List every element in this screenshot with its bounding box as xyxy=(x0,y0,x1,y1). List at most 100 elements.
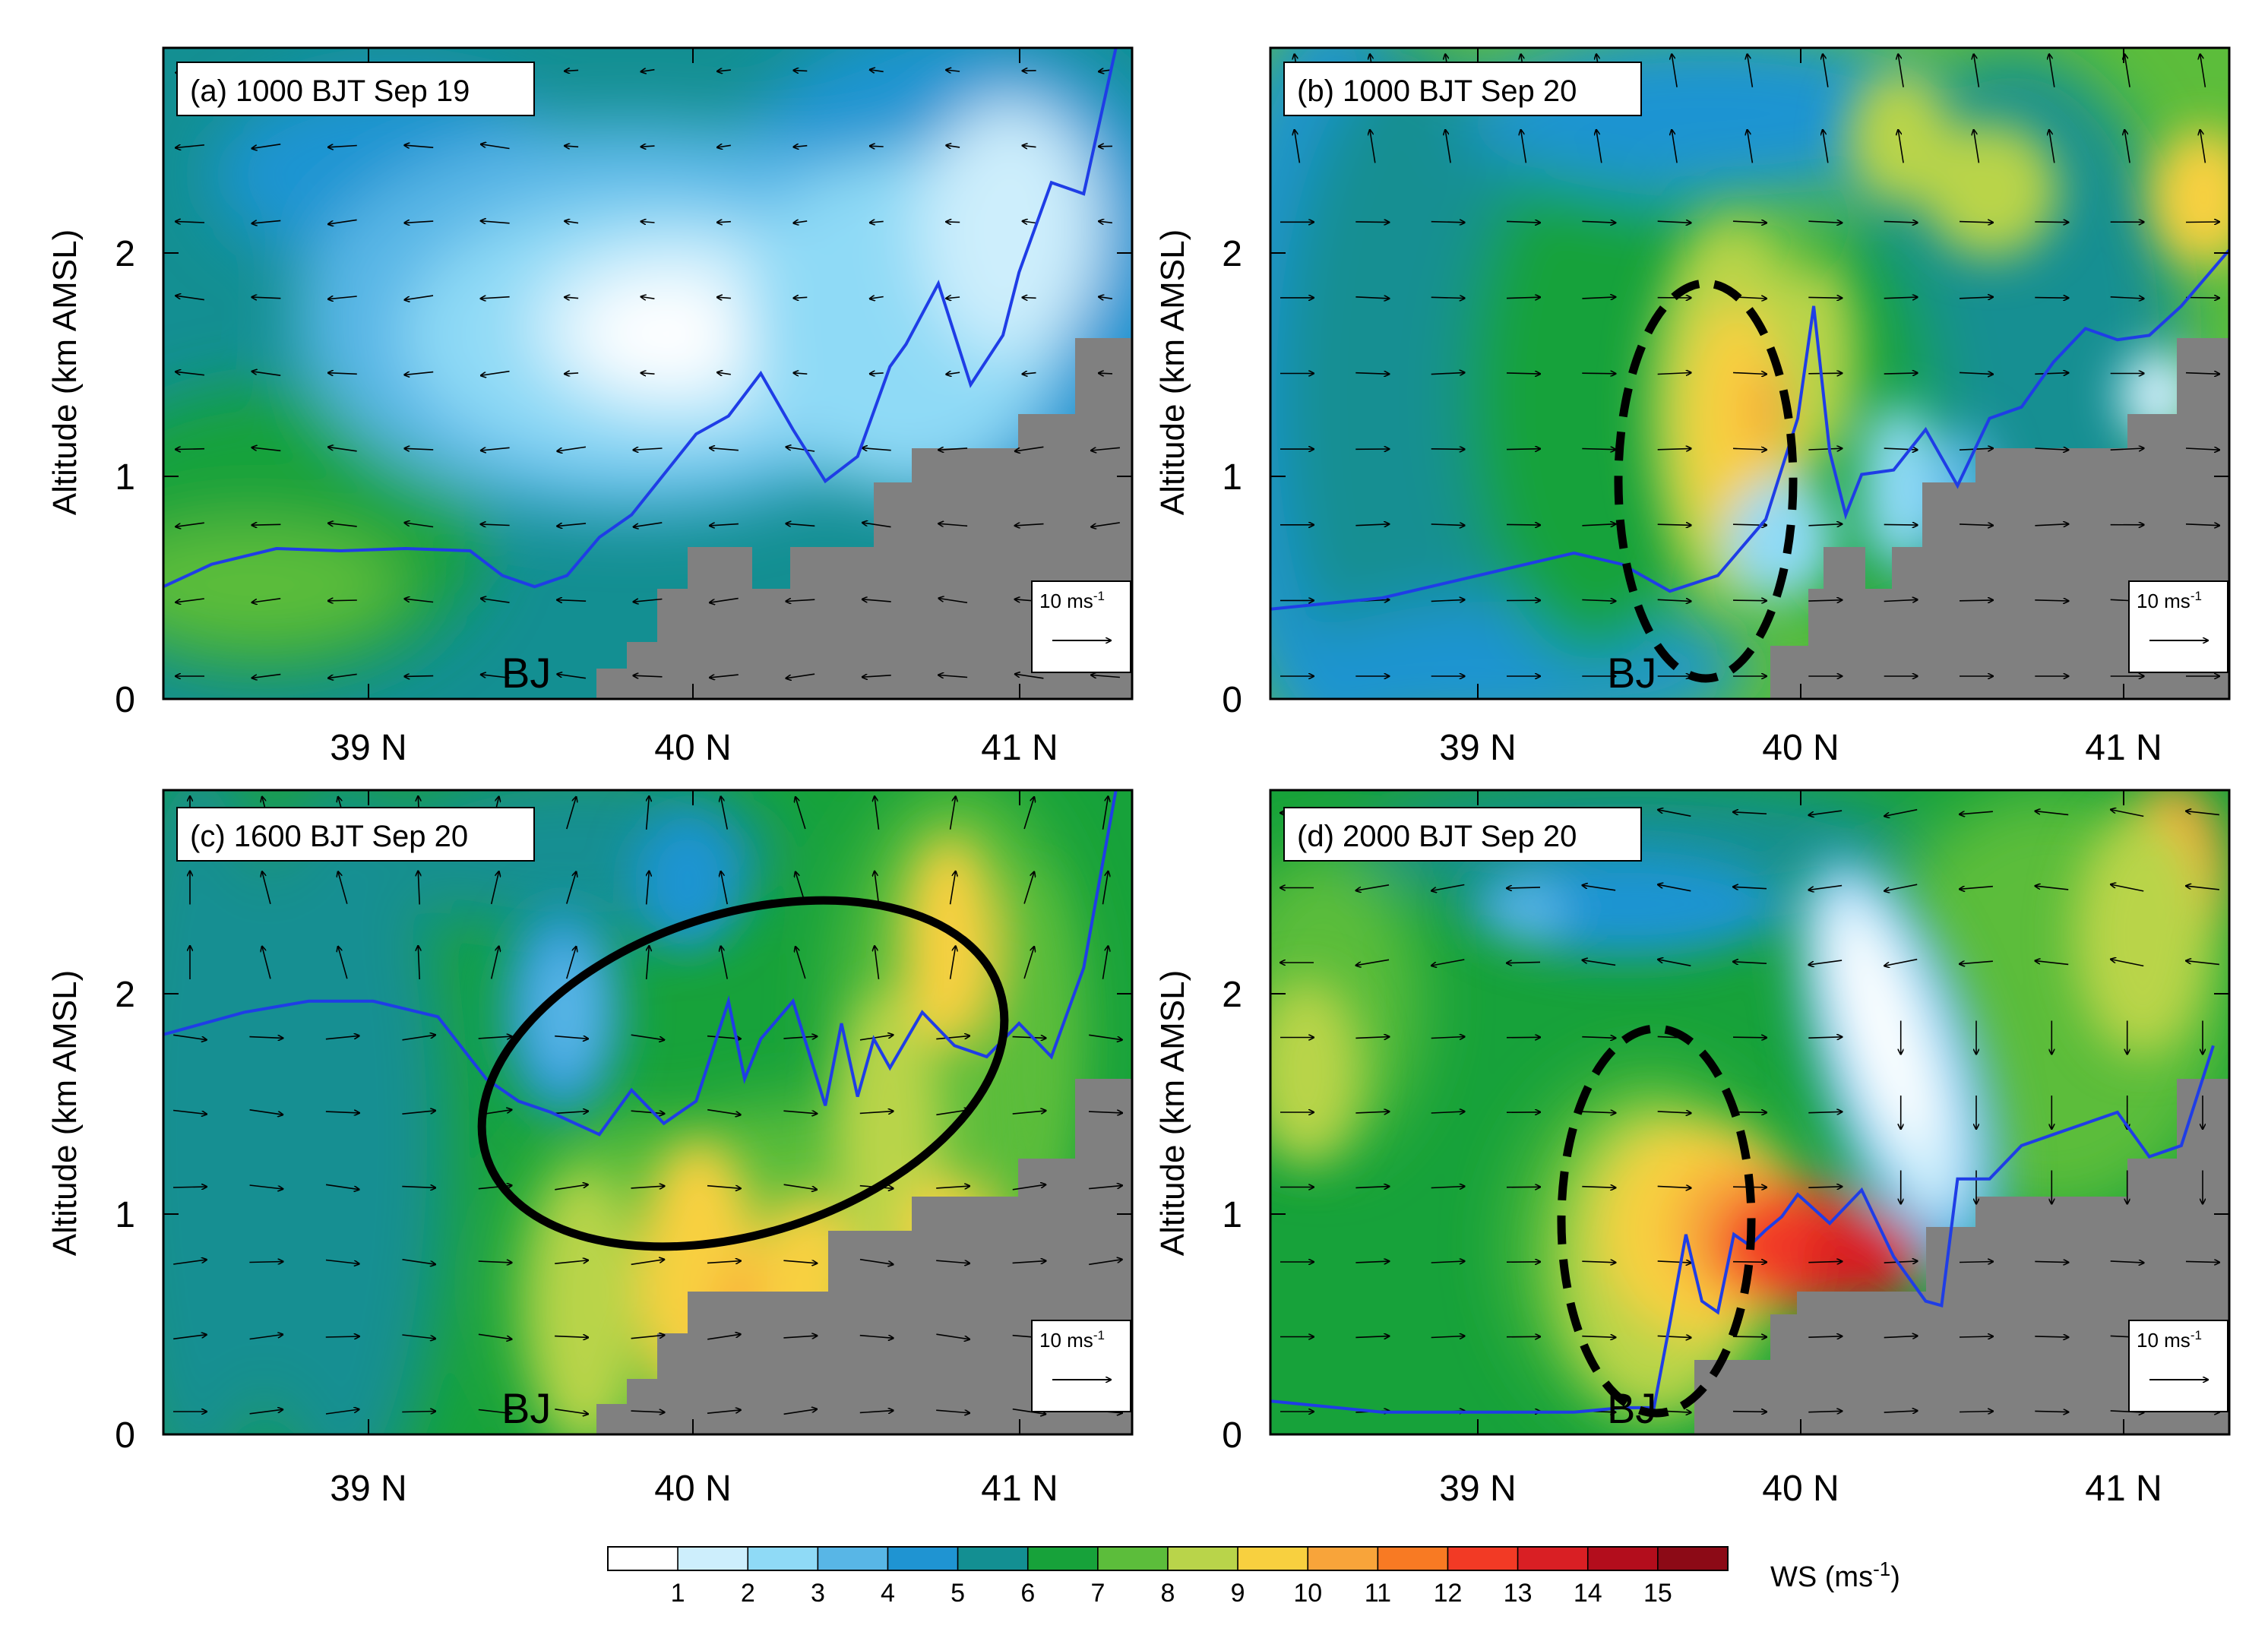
wind-vector xyxy=(1657,1112,1691,1113)
wind-vector xyxy=(1023,373,1036,375)
wind-vector xyxy=(404,145,434,147)
colorbar-swatch xyxy=(1237,1546,1308,1571)
plot-frame xyxy=(162,789,1134,1436)
colorbar-tick-label: 12 xyxy=(1434,1579,1463,1608)
wind-vector xyxy=(173,1034,207,1039)
wind-vector xyxy=(1732,1262,1767,1263)
wind-vectors xyxy=(172,796,1122,1415)
colorbar-tick-label: 15 xyxy=(1643,1579,1672,1608)
wind-vector xyxy=(1884,1336,1918,1337)
wind-vector xyxy=(1974,130,1980,163)
wind-vector xyxy=(252,673,281,678)
wind-vector xyxy=(862,448,891,451)
wind-vector xyxy=(325,1336,359,1337)
wind-vector xyxy=(176,598,204,602)
wind-vector xyxy=(1732,373,1767,375)
colorbar-swatch xyxy=(1587,1546,1659,1571)
colorbar-tick-label: 13 xyxy=(1504,1579,1533,1608)
wind-vector xyxy=(2186,886,2219,890)
wind-vector xyxy=(1733,887,1767,888)
wind-vector xyxy=(404,372,434,375)
wind-vector xyxy=(721,946,728,979)
wind-vector xyxy=(555,1112,588,1114)
wind-vector xyxy=(1023,872,1034,904)
colorbar-swatch xyxy=(1097,1546,1169,1571)
wind-vector xyxy=(1732,1037,1767,1038)
wind-vector xyxy=(478,1409,512,1414)
wind-vector xyxy=(1582,524,1615,526)
wind-vector xyxy=(946,297,960,299)
wind-vector xyxy=(1884,808,1918,817)
wind-vector xyxy=(641,222,655,223)
wind-vector xyxy=(481,221,510,223)
wind-vector xyxy=(404,221,434,223)
wind-vector xyxy=(631,1411,665,1412)
wind-vector xyxy=(481,297,510,299)
wind-vector xyxy=(717,222,731,223)
wind-vector xyxy=(647,871,650,905)
y-tick-label: 1 xyxy=(1222,1195,1242,1235)
wind-vector xyxy=(418,871,419,905)
wind-vector xyxy=(1099,373,1113,374)
wind-vector xyxy=(557,523,587,526)
x-tick-label: 41 N xyxy=(2085,728,2162,768)
wind-vector xyxy=(405,295,434,300)
panel-label: (d) 2000 BJT Sep 20 xyxy=(1283,807,1642,862)
wind-vector xyxy=(565,297,579,299)
wind-vector xyxy=(936,1410,970,1413)
wind-vector xyxy=(631,1186,665,1188)
wind-vector xyxy=(176,222,205,223)
x-tick-label: 41 N xyxy=(981,1469,1058,1509)
wind-vector xyxy=(717,70,731,71)
wind-vector xyxy=(1431,222,1465,223)
colorbar-frame xyxy=(607,1546,1729,1571)
wind-vector xyxy=(783,1409,818,1415)
wind-vector xyxy=(936,1333,970,1339)
wind-vector xyxy=(1733,812,1767,814)
wind-vector xyxy=(1431,599,1465,601)
svg-text:(c) 1600 BJT Sep 20: (c) 1600 BJT Sep 20 xyxy=(190,820,468,853)
wind-vector xyxy=(1431,1037,1465,1039)
wind-vector xyxy=(2035,448,2068,450)
wind-vector xyxy=(1431,959,1465,966)
wind-vector xyxy=(859,1035,894,1041)
wind-vector xyxy=(949,796,956,830)
wind-vector xyxy=(1582,1261,1615,1263)
wind-vector xyxy=(1582,373,1615,374)
colorbar-swatch xyxy=(887,1546,959,1571)
wind-vector xyxy=(252,372,281,376)
wind-vector xyxy=(1583,885,1616,891)
wind-vector xyxy=(418,946,419,980)
colorbar-tick-label: 11 xyxy=(1365,1579,1391,1608)
wind-vector xyxy=(1015,674,1044,679)
wind-vector xyxy=(1583,960,1616,966)
wind-vector xyxy=(859,1258,894,1265)
wind-vector xyxy=(1672,130,1678,163)
colorbar-tick-label: 10 xyxy=(1293,1579,1322,1608)
y-ticks xyxy=(1270,252,2229,700)
svg-text:10 ms-1: 10 ms-1 xyxy=(1039,589,1105,612)
wind-vector xyxy=(783,1036,817,1039)
wind-vector xyxy=(859,1112,894,1114)
wind-vector xyxy=(1657,524,1691,525)
wind-vector xyxy=(1657,373,1691,375)
x-tick-label: 41 N xyxy=(981,728,1058,768)
wind-vector xyxy=(1582,1187,1615,1188)
wind-vector xyxy=(1355,1187,1389,1188)
wind-vector xyxy=(1370,130,1376,163)
wind-vector xyxy=(1431,884,1465,891)
wind-vector xyxy=(2036,961,2069,966)
plot-frame xyxy=(1269,46,2231,700)
wind-vector xyxy=(783,1260,817,1263)
y-ticks xyxy=(1270,993,2229,1435)
wind-vector xyxy=(1089,1034,1122,1039)
x-tick-label: 40 N xyxy=(1762,728,1839,768)
wind-vector xyxy=(1015,446,1044,451)
wind-vector xyxy=(557,446,587,451)
terrain xyxy=(596,1079,1132,1434)
wind-vector xyxy=(566,871,577,904)
wind-vector xyxy=(1088,1112,1122,1113)
wind-vector xyxy=(1732,221,1767,223)
wind-vector xyxy=(1023,298,1036,299)
wind-vector xyxy=(1582,1336,1615,1338)
